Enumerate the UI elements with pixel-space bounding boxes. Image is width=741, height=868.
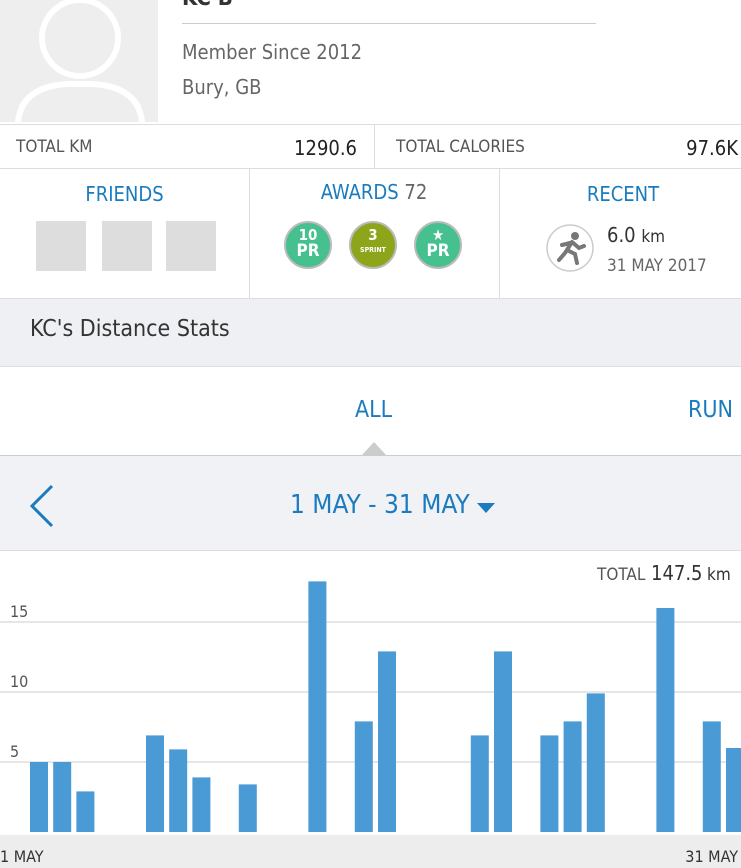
recent-date: 31 MAY 2017 — [607, 256, 707, 276]
bar — [238, 784, 257, 832]
bar — [30, 762, 48, 832]
total-label: TOTAL KM — [16, 137, 93, 157]
badge-top: 3 — [368, 226, 378, 244]
badge-top: 10 — [298, 226, 318, 244]
date-nav: 1 MAY - 31 MAY — [0, 456, 741, 551]
badge-bottom: PR — [296, 241, 320, 261]
bar — [656, 608, 675, 832]
friends-label[interactable]: FRIENDS — [85, 182, 164, 206]
location: Bury, GB — [182, 75, 262, 99]
tabs: ALL RUN — [0, 367, 741, 456]
tab[interactable]: ALL — [355, 397, 393, 423]
friend-thumb[interactable] — [166, 221, 216, 271]
tab-indicator — [361, 442, 387, 456]
section-header: KC's Distance Stats — [0, 299, 741, 367]
bar — [494, 651, 512, 832]
x-axis-band — [0, 835, 741, 868]
total-label: TOTAL — [596, 565, 646, 585]
awards-header[interactable]: AWARDS 72 — [249, 180, 499, 204]
y-tick-label: 15 — [10, 602, 28, 621]
divider — [374, 125, 375, 168]
total-value: 147.5 — [651, 561, 703, 585]
bar — [563, 721, 582, 832]
avatar-icon — [15, 0, 145, 122]
recent-distance: 6.0 — [607, 223, 636, 247]
bar — [76, 791, 95, 832]
total-value: 1290.6 — [294, 136, 357, 160]
divider — [182, 23, 596, 24]
bar — [146, 735, 164, 832]
bar — [540, 735, 559, 832]
summary-row: FRIENDS AWARDS 72 10 PR 3 SPRINT ★ PR RECENT … — [0, 168, 741, 299]
friend-thumb[interactable] — [36, 221, 86, 271]
totals-row: TOTAL KM 1290.6 TOTAL CALORIES 97.6K — [0, 124, 741, 169]
tab[interactable]: RUN — [687, 397, 733, 423]
divider — [499, 168, 500, 298]
bar — [53, 762, 72, 832]
prev-button[interactable] — [28, 484, 56, 528]
award-badge[interactable]: ★ PR — [414, 221, 462, 269]
dropdown-arrow — [477, 503, 496, 513]
bar — [378, 651, 396, 832]
section-title: KC's Distance Stats — [30, 316, 230, 342]
x-tick-label: 31 MAY — [685, 847, 738, 866]
total-label: TOTAL CALORIES — [396, 137, 525, 157]
bar — [470, 735, 489, 832]
awards-count: 72 — [404, 180, 428, 204]
bar — [726, 748, 741, 832]
total-unit: km — [707, 565, 731, 585]
award-badge[interactable]: 3 SPRINT — [349, 221, 397, 269]
date-range[interactable]: 1 MAY - 31 MAY — [290, 490, 496, 520]
badge-top: ★ — [431, 226, 445, 244]
friend-thumb[interactable] — [102, 221, 152, 271]
run-icon — [546, 224, 594, 272]
bar — [169, 749, 188, 832]
y-tick-label: 5 — [10, 742, 19, 761]
award-badge[interactable]: 10 PR — [284, 221, 332, 269]
date-range-text: 1 MAY - 31 MAY — [290, 490, 470, 520]
divider — [249, 168, 250, 298]
x-tick-label: 1 MAY — [0, 847, 44, 866]
member-since: Member Since 2012 — [182, 40, 363, 64]
y-tick-label: 10 — [10, 672, 28, 691]
avatar — [0, 0, 158, 122]
recent-unit: km — [641, 227, 666, 247]
recent-label[interactable]: RECENT — [586, 182, 660, 206]
total-value: 97.6K — [686, 136, 738, 160]
badge-bottom: SPRINT — [360, 246, 386, 254]
awards-label: AWARDS — [320, 180, 399, 204]
recent-distance-row: 6.0 km — [607, 223, 665, 247]
bar — [586, 693, 605, 832]
bar — [308, 581, 327, 832]
bar — [702, 721, 721, 832]
bar — [192, 777, 211, 832]
profile-name: KC B — [182, 0, 233, 11]
badge-bottom: PR — [426, 241, 450, 261]
bar — [354, 721, 373, 832]
